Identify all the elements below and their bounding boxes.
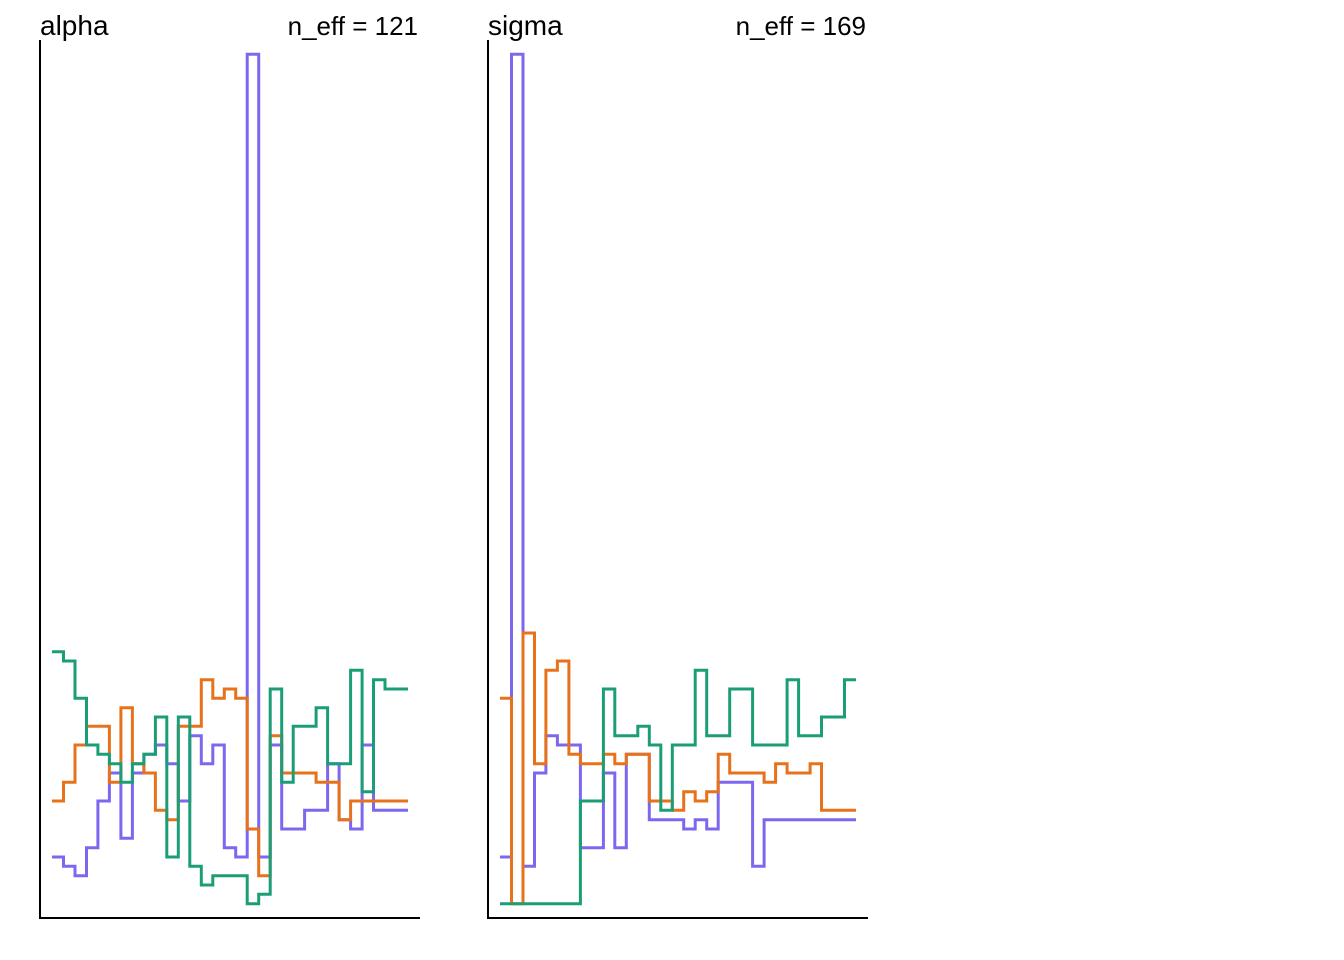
n-eff-label: n_eff = 121 (288, 11, 418, 41)
chain-trace-3 (500, 668, 856, 906)
sigma-panel: sigma n_eff = 169 (487, 10, 868, 919)
alpha-panel: alpha n_eff = 121 (39, 10, 420, 919)
series-group (500, 52, 856, 906)
chain-trace-3 (52, 650, 408, 906)
chain-trace-2 (500, 631, 856, 906)
series-group (52, 52, 408, 906)
n-eff-label: n_eff = 169 (736, 11, 866, 41)
panel-title: alpha (40, 10, 109, 41)
axis-frame (39, 40, 420, 919)
panel-title: sigma (488, 10, 563, 41)
chain-trace-1 (52, 52, 408, 878)
axis-frame (487, 40, 868, 919)
